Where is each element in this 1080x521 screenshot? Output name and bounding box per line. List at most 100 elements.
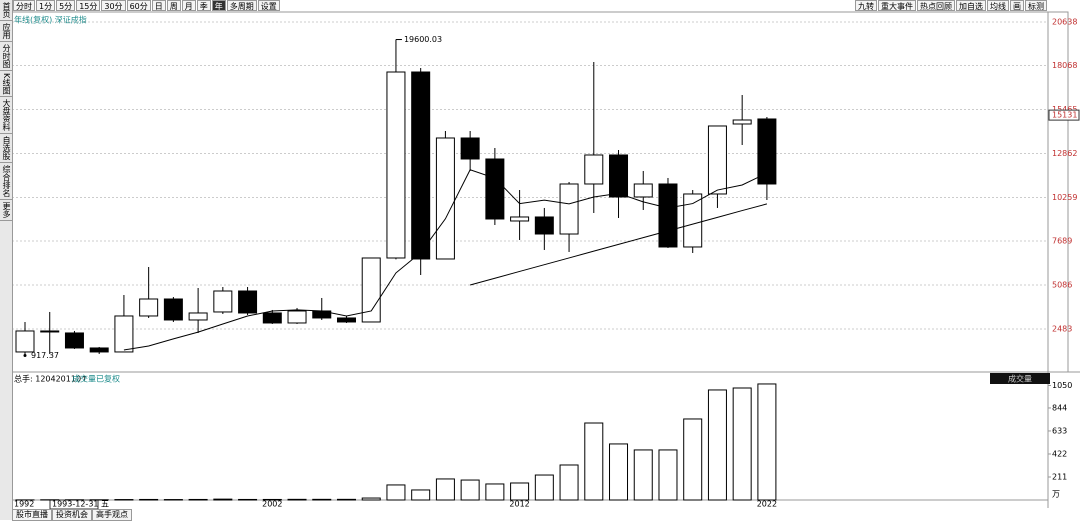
volume-bar [708, 390, 726, 500]
y-tick-label: 1050 [1052, 381, 1072, 390]
period-button[interactable]: 多周期 [227, 0, 257, 11]
candle-body [659, 184, 677, 247]
x-tick-label: 2002 [262, 500, 282, 509]
candle-body [535, 217, 553, 234]
tool-button[interactable]: 均线 [987, 0, 1009, 11]
volume-bar [313, 499, 331, 500]
tool-button[interactable]: 加自选 [956, 0, 986, 11]
period-button[interactable]: 周 [167, 0, 181, 11]
candle-body [634, 184, 652, 197]
low-label: 917.37 [31, 351, 59, 360]
volume-bar [362, 498, 380, 500]
volume-bar [486, 484, 504, 500]
x-tick-label: 2012 [509, 500, 529, 509]
candle-body [288, 311, 306, 323]
y-tick-label: 7689 [1052, 236, 1072, 245]
tool-toolbar: 九转重大事件热点回顾加自选均线画标测 [855, 0, 1048, 11]
tool-button[interactable]: 重大事件 [878, 0, 916, 11]
tool-button[interactable]: 九转 [855, 0, 877, 11]
volume-bar [511, 483, 529, 500]
tool-button[interactable]: 标测 [1025, 0, 1047, 11]
volume-bar [733, 388, 751, 500]
volume-bar [585, 423, 603, 500]
bottom-tabs: 股市直播投资机会高手观点 [12, 509, 132, 521]
cursor-value: 15131 [1052, 111, 1077, 120]
candle-body [214, 291, 232, 312]
volume-bar [140, 499, 158, 500]
period-button[interactable]: 1分 [36, 0, 55, 11]
high-label: 19600.03 [404, 35, 442, 44]
candle-body [90, 348, 108, 352]
period-button[interactable]: 季 [197, 0, 211, 11]
candle-body [164, 299, 182, 320]
side-tab[interactable]: 更多 [0, 200, 12, 221]
candle-body [65, 333, 83, 348]
y-tick-label: 20638 [1052, 17, 1077, 26]
volume-bar [239, 499, 257, 500]
period-button[interactable]: 15分 [76, 0, 100, 11]
y-tick-label: 2483 [1052, 324, 1072, 333]
candle-body [337, 318, 355, 322]
cursor-date: 1993-12-31 五 [52, 500, 109, 509]
side-tab[interactable]: 综合排名 [0, 163, 12, 200]
volume-bar [263, 499, 281, 500]
period-button[interactable]: 年 [212, 0, 226, 11]
y-tick-label: 12862 [1052, 149, 1077, 158]
y-tick-label: 10259 [1052, 193, 1077, 202]
tool-button[interactable]: 画 [1010, 0, 1024, 11]
bottom-tab[interactable]: 投资机会 [52, 509, 92, 521]
volume-note: 成交量已复权 [72, 374, 120, 384]
volume-unit: 万 [1052, 490, 1060, 499]
side-tab[interactable]: 分时图 [0, 42, 12, 71]
side-tab[interactable]: 应用 [0, 21, 12, 42]
candle-body [511, 217, 529, 221]
candle-body [263, 313, 281, 323]
tool-button[interactable]: 热点回顾 [917, 0, 955, 11]
x-tick-label: 1992 [14, 500, 34, 509]
candle-body [486, 159, 504, 219]
candle-body [684, 194, 702, 247]
volume-bar [758, 384, 776, 500]
period-button[interactable]: 月 [182, 0, 196, 11]
x-tick-label: 2022 [757, 500, 777, 509]
volume-selector-label: 成交量 [1008, 374, 1032, 384]
volume-bar [412, 490, 430, 500]
y-tick-label: 211 [1052, 472, 1067, 481]
y-tick-label: 422 [1052, 449, 1067, 458]
period-button[interactable]: 分时 [13, 0, 35, 11]
volume-bar [659, 450, 677, 500]
period-button[interactable]: 30分 [101, 0, 125, 11]
side-tab[interactable]: K线图 [0, 71, 12, 97]
candle-body [115, 316, 133, 352]
period-button[interactable]: 60分 [127, 0, 151, 11]
candle-body [436, 138, 454, 259]
period-button[interactable]: 设置 [258, 0, 280, 11]
period-button[interactable]: 5分 [56, 0, 75, 11]
side-tab[interactable]: 自选股 [0, 134, 12, 163]
volume-bar [560, 465, 578, 500]
bottom-tab[interactable]: 股市直播 [12, 509, 52, 521]
period-button[interactable]: 日 [152, 0, 166, 11]
volume-bar [634, 450, 652, 500]
candle-body [412, 72, 430, 259]
volume-bar [436, 479, 454, 500]
candle-body [16, 331, 34, 352]
candle-body [585, 155, 603, 184]
candle-body [708, 126, 726, 194]
volume-bar [288, 499, 306, 500]
candle-body [733, 120, 751, 124]
low-marker [24, 354, 27, 357]
volume-bar [337, 499, 355, 500]
volume-bar [387, 485, 405, 500]
side-tab[interactable]: 首页 [0, 0, 12, 21]
side-tab[interactable]: 大盘资料 [0, 97, 12, 134]
candle-body [140, 299, 158, 316]
bottom-tab[interactable]: 高手观点 [92, 509, 132, 521]
y-tick-label: 5086 [1052, 280, 1072, 289]
candle-body [758, 119, 776, 184]
volume-bar [535, 475, 553, 500]
